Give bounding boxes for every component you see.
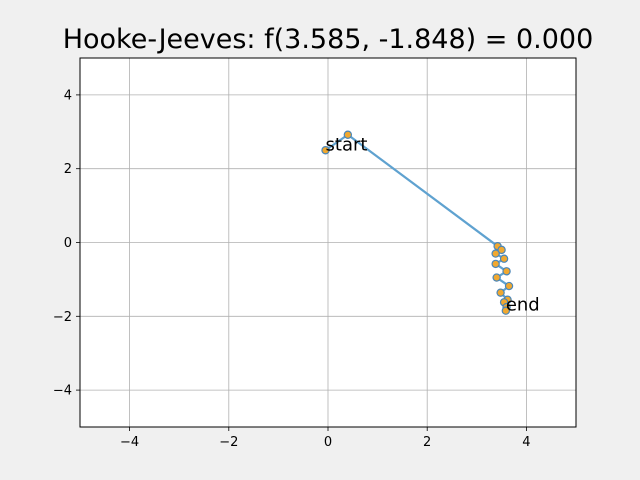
search-point-marker	[501, 306, 511, 315]
search-point-marker	[492, 273, 501, 282]
search-point-marker	[491, 249, 500, 258]
x-tick-label: 0	[324, 435, 332, 450]
search-point-marker	[321, 146, 330, 155]
x-tick-label: 4	[522, 435, 530, 450]
annotation-start: start	[326, 134, 368, 155]
search-point-marker	[504, 281, 514, 291]
chart-title: Hooke-Jeeves: f(3.585, -1.848) = 0.000	[63, 24, 594, 55]
search-point-marker	[496, 288, 505, 297]
annotation-end: end	[506, 295, 540, 316]
search-point-marker	[499, 254, 509, 263]
x-tick-label: −2	[219, 435, 238, 450]
x-tick-label: 2	[423, 435, 431, 450]
y-tick-label: −2	[53, 310, 72, 325]
y-tick-label: −4	[53, 384, 72, 399]
y-tick-label: 4	[64, 88, 72, 103]
x-tick-label: −4	[120, 435, 139, 450]
search-point-marker	[497, 245, 506, 255]
y-tick-label: 2	[64, 162, 72, 177]
search-point-marker	[502, 267, 511, 276]
data-layer	[321, 130, 514, 315]
tick-layer: −4 −2 0 2 4 −4 −2 0 2 4	[53, 88, 531, 450]
search-point-marker	[343, 130, 353, 139]
annotation-layer: start end	[326, 134, 540, 315]
y-tick-label: 0	[64, 236, 72, 251]
search-point-marker	[491, 259, 500, 269]
